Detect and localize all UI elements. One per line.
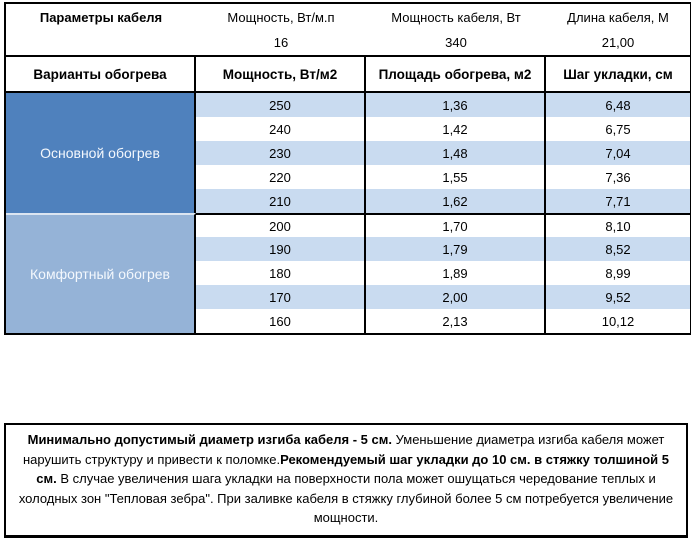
note-segment-bold: Рекомендуемый шаг укладки до 10 см. в ст… (36, 451, 669, 487)
note-segment-bold: Минимально допустимый диаметр изгиба каб… (27, 432, 396, 447)
table-cell[interactable]: 9,52 (546, 285, 690, 309)
section-label: Комфортный обогрев (6, 213, 196, 333)
data-area: Основной обогрев 250 1,36 6,48 240 1,42 6,75 23… (6, 93, 690, 333)
table-cell[interactable]: 230 (196, 141, 366, 165)
table-cell[interactable]: 1,42 (366, 117, 546, 141)
table-cell[interactable]: 7,71 (546, 189, 690, 213)
column-header-power-density: Мощность, Вт/м2 (196, 57, 366, 91)
table-cell[interactable]: 1,48 (366, 141, 546, 165)
table-cell[interactable]: 160 (196, 309, 366, 333)
table-cell[interactable]: 10,12 (601, 313, 635, 329)
params-empty-cell (6, 30, 196, 55)
header-cable-length: Длина кабеля, М (567, 10, 669, 25)
note-text: Минимально допустимый диаметр изгиба каб… (19, 432, 673, 525)
table-cell[interactable]: 210 (196, 189, 366, 213)
table-cell[interactable]: 1,89 (366, 261, 546, 285)
table-cell[interactable]: 7,04 (546, 141, 690, 165)
table-cell[interactable]: 250 (196, 93, 366, 117)
table-cell[interactable]: 1,55 (366, 165, 546, 189)
table-cell[interactable]: 8,99 (605, 265, 631, 281)
column-header-laying-step: Шаг укладки, см (563, 66, 673, 82)
column-header-heating-area: Площадь обогрева, м2 (366, 57, 546, 91)
table-cell[interactable]: 170 (196, 285, 366, 309)
table-cell[interactable]: 1,62 (366, 189, 546, 213)
table-cell[interactable]: 7,36 (605, 169, 631, 185)
section-label: Основной обогрев (6, 93, 196, 213)
table-cell[interactable]: 200 (196, 213, 366, 237)
table-cell[interactable]: 8,10 (546, 213, 690, 237)
table-cell[interactable]: 190 (196, 237, 366, 261)
header-cable-power: Мощность кабеля, Вт (391, 10, 521, 25)
column-header-row: Варианты обогрева Мощность, Вт/м2 Площад… (6, 55, 690, 93)
value-power-per-meter[interactable]: 16 (273, 35, 289, 50)
value-cable-length[interactable]: 21,00 (601, 35, 635, 50)
cable-parameters-table: Параметры кабеля Мощность, Вт/м.п Мощнос… (4, 2, 691, 335)
params-title: Параметры кабеля (39, 10, 163, 25)
note-box: Минимально допустимый диаметр изгиба каб… (4, 423, 688, 538)
table-cell[interactable]: 8,52 (546, 237, 690, 261)
heating-section-1: Комфортный обогрев 200 1,70 8,10 190 1,79 8,52… (6, 213, 690, 333)
heating-section-0: Основной обогрев 250 1,36 6,48 240 1,42 6,75 23… (6, 93, 690, 213)
table-cell[interactable]: 180 (196, 261, 366, 285)
table-cell[interactable]: 240 (196, 117, 366, 141)
table-cell[interactable]: 1,79 (366, 237, 546, 261)
header-power-per-meter: Мощность, Вт/м.п (227, 10, 335, 25)
value-cable-power[interactable]: 340 (445, 35, 467, 50)
table-cell[interactable]: 220 (196, 165, 366, 189)
table-cell[interactable]: 2,13 (366, 309, 546, 333)
parameters-block: Параметры кабеля Мощность, Вт/м.п Мощнос… (6, 4, 690, 55)
note-segment: В случае увеличения шага укладки на пове… (18, 471, 674, 525)
table-cell[interactable]: 2,00 (366, 285, 546, 309)
column-header-variants: Варианты обогрева (6, 57, 196, 91)
note-segment: Уменьшение диаметра изгиба кабеля может … (22, 432, 665, 467)
table-cell[interactable]: 6,75 (605, 121, 631, 137)
table-cell[interactable]: 6,48 (546, 93, 690, 117)
table-cell[interactable]: 1,70 (366, 213, 546, 237)
table-cell[interactable]: 1,36 (366, 93, 546, 117)
